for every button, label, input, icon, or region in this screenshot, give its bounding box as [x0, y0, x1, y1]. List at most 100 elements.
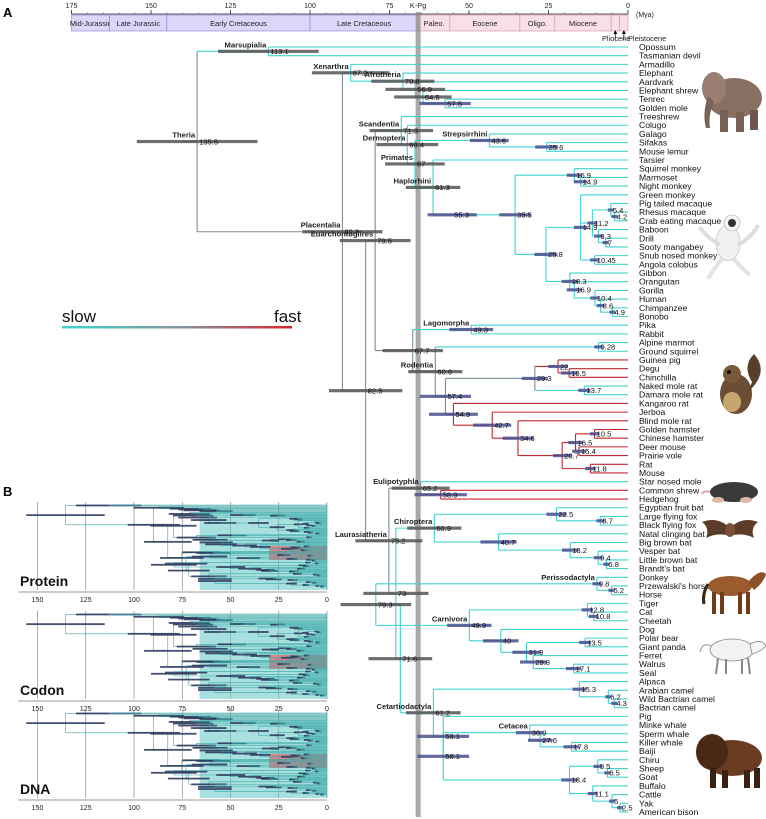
clade-label: Cetartiodactyla [377, 702, 433, 711]
node-age-bar [382, 348, 443, 353]
taxon-label: Horse [639, 590, 662, 600]
node-age-bar [581, 608, 593, 612]
node-age-bar [593, 556, 603, 560]
taxon-label: Green monkey [639, 190, 696, 200]
taxon-label: Bonobo [639, 311, 669, 321]
node-age-bar [572, 449, 586, 453]
node-age-bar [385, 162, 445, 166]
taxon-label: Golden hamster [639, 425, 700, 435]
taxon-label: Vesper bat [639, 546, 681, 556]
horse-illustration [702, 572, 766, 614]
geologic-timescale: 175 150 125 100 75 50 25 0 (Mya) Mid-Jurassic Late… [66, 3, 667, 43]
node-age-bar [394, 95, 452, 99]
node-age-label: 10.8 [596, 612, 611, 621]
node-age-label: 11.8 [592, 464, 606, 473]
taxon-label: Pika [639, 320, 656, 330]
node-age-label: 20.7 [564, 451, 579, 460]
node-age-label: 17.1 [576, 664, 591, 673]
node-age-label: 6.5 [609, 769, 620, 778]
mini-axis-tick: 0 [325, 805, 329, 812]
geologic-period-box [610, 14, 621, 32]
node-age-bar [449, 327, 494, 332]
node-age-bar [568, 440, 583, 445]
mini-axis-tick: 0 [325, 597, 329, 604]
taxon-label: Sperm whale [639, 729, 689, 739]
node-age-bar [596, 519, 605, 523]
taxon-label: Large flying fox [639, 511, 698, 521]
node-age-label: 71.3 [403, 126, 418, 135]
node-age-label: 60.6 [437, 367, 452, 376]
node-age-label: 11.2 [594, 219, 608, 228]
node-age-label: 49.9 [471, 621, 486, 630]
mini-tree-panel: 150 125 100 75 50 25 0 DNA [18, 710, 329, 812]
node-age-label: 58.1 [445, 752, 460, 761]
taxon-label: Walrus [639, 659, 665, 669]
taxon-label: Sifakas [639, 138, 667, 148]
timescale-tick: 50 [465, 3, 473, 10]
node-age-bar [499, 213, 531, 217]
node-age-bar [548, 364, 568, 369]
taxon-label: Chiru [639, 755, 660, 765]
node-age-bar [604, 771, 611, 775]
taxon-label: Baboon [639, 225, 669, 235]
clade-label: Scandentia [359, 120, 400, 129]
node-age-bar [417, 734, 470, 738]
node-age-label: 6.2 [610, 693, 621, 702]
taxon-label: Gorilla [639, 285, 664, 295]
node-age-bar [406, 711, 461, 715]
taxon-label: Ground squirrel [639, 346, 698, 356]
node-age-bar [405, 185, 461, 190]
taxon-label: Brandt's bat [639, 564, 685, 574]
node-age-bar [579, 640, 592, 645]
clade-label: Placentalia [301, 221, 341, 230]
node-age-label: 4.9 [614, 308, 625, 317]
node-age-bar [605, 695, 612, 699]
node-age-bar [608, 588, 615, 592]
geologic-period-label: Paleo. [424, 19, 445, 28]
node-age-bar [609, 310, 616, 314]
node-age-bar [447, 623, 492, 627]
taxon-label: Squirrel monkey [639, 164, 702, 174]
taxon-label: Killer whale [639, 737, 683, 747]
node-age-bar [535, 145, 558, 149]
mini-axis-tick: 100 [128, 597, 140, 604]
node-age-label: 18.2 [572, 546, 587, 555]
taxon-label: Tarsier [639, 155, 665, 165]
clade-label: Carnivora [432, 614, 468, 623]
taxon-label: Tenrec [639, 94, 665, 104]
node-age-label: 18.5 [571, 369, 586, 378]
node-age-bar [473, 423, 512, 427]
node-age-label: 60.9 [436, 524, 451, 533]
node-age-bar [589, 432, 600, 436]
node-age-label: 40.7 [501, 538, 516, 547]
node-age-label: 55.3 [454, 211, 469, 220]
timescale-tick: 25 [545, 3, 553, 10]
node-age-label: 2.5 [622, 803, 633, 812]
geologic-period-label: Mid-Jurassic [70, 19, 112, 28]
node-age-label: 87.2 [353, 69, 368, 78]
taxon-label: Rat [639, 459, 653, 469]
node-age-label: 5 [614, 797, 618, 806]
mini-tree-title: DNA [20, 781, 50, 797]
taxon-label: Black flying fox [639, 520, 697, 530]
clade-label: Euarchontoglires [311, 230, 373, 239]
clade-label: Haplorhini [394, 176, 432, 185]
panel-b-letter: B [3, 484, 12, 499]
taxon-label: Mouse lemur [639, 146, 689, 156]
node-age-label: 9.5 [600, 762, 611, 771]
node-age-bar [527, 738, 553, 742]
taxon-label: Prairie vole [639, 451, 682, 461]
mini-axis-tick: 150 [32, 805, 44, 812]
node-age-bar [585, 467, 596, 471]
clade-label: Lagomorpha [423, 319, 470, 328]
node-age-label: 64.5 [425, 93, 440, 102]
node-age-bar [502, 436, 534, 440]
node-age-label: 22.5 [558, 510, 573, 519]
node-age-bar [355, 539, 423, 543]
node-age-label: 35.5 [517, 211, 532, 220]
taxon-label: Arabian camel [639, 685, 694, 695]
taxon-label: Alpaca [639, 677, 665, 687]
node-age-label: 14.9 [583, 223, 598, 232]
mini-tree-panel: 150 125 100 75 50 25 0 Codon [18, 611, 329, 713]
node-age-bar [617, 806, 624, 810]
